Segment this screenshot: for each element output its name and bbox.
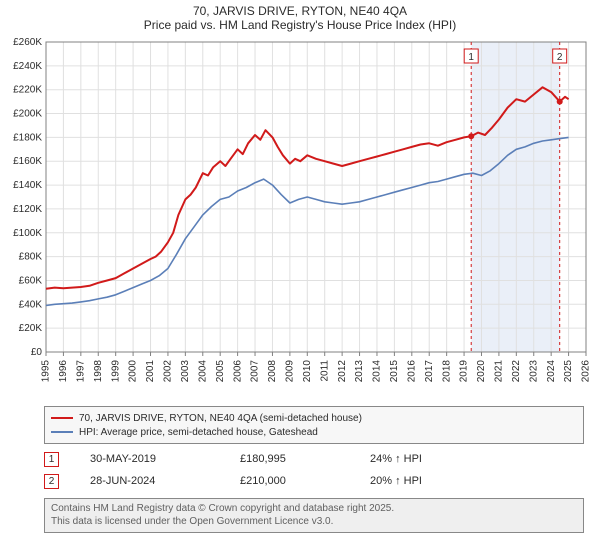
svg-text:1995: 1995	[41, 360, 52, 383]
legend-row: 70, JARVIS DRIVE, RYTON, NE40 4QA (semi-…	[51, 411, 577, 425]
svg-text:£160K: £160K	[13, 156, 42, 167]
svg-text:2006: 2006	[232, 360, 243, 383]
marker-date: 28-JUN-2024	[90, 475, 240, 487]
svg-text:2012: 2012	[337, 360, 348, 383]
svg-text:2026: 2026	[581, 360, 592, 383]
svg-text:£20K: £20K	[19, 323, 43, 334]
legend-row: HPI: Average price, semi-detached house,…	[51, 425, 577, 439]
svg-text:2020: 2020	[476, 360, 487, 383]
svg-text:1996: 1996	[58, 360, 69, 383]
svg-text:2018: 2018	[441, 360, 452, 383]
svg-text:£260K: £260K	[13, 38, 42, 48]
marker-delta: 20% ↑ HPI	[370, 475, 584, 487]
svg-text:2011: 2011	[319, 360, 330, 382]
svg-text:1: 1	[468, 52, 474, 63]
svg-text:2004: 2004	[197, 360, 208, 383]
svg-text:2000: 2000	[128, 360, 139, 383]
marker-date: 30-MAY-2019	[90, 453, 240, 465]
svg-text:2021: 2021	[494, 360, 505, 383]
marker-delta: 24% ↑ HPI	[370, 453, 584, 465]
svg-text:2008: 2008	[267, 360, 278, 383]
svg-text:£100K: £100K	[13, 228, 42, 239]
marker-badge: 2	[44, 474, 59, 489]
svg-text:2001: 2001	[145, 360, 156, 383]
legend-label: HPI: Average price, semi-detached house,…	[79, 427, 318, 438]
marker-row: 2 28-JUN-2024£210,00020% ↑ HPI	[44, 470, 584, 492]
svg-text:£200K: £200K	[13, 109, 42, 120]
svg-text:2009: 2009	[285, 360, 296, 383]
svg-text:2: 2	[557, 52, 563, 63]
svg-text:2014: 2014	[372, 360, 383, 383]
svg-text:£140K: £140K	[13, 180, 42, 191]
title-line-2: Price paid vs. HM Land Registry's House …	[0, 18, 600, 32]
svg-text:1997: 1997	[75, 360, 86, 383]
svg-text:2015: 2015	[389, 360, 400, 383]
svg-text:£180K: £180K	[13, 132, 42, 143]
svg-text:£120K: £120K	[13, 204, 42, 215]
svg-text:2025: 2025	[563, 360, 574, 383]
marker-badge: 1	[44, 452, 59, 467]
legend-swatch	[51, 417, 73, 419]
title-block: 70, JARVIS DRIVE, RYTON, NE40 4QA Price …	[0, 0, 600, 34]
svg-text:1998: 1998	[93, 360, 104, 383]
legend-label: 70, JARVIS DRIVE, RYTON, NE40 4QA (semi-…	[79, 413, 362, 424]
sale-markers-table: 1 30-MAY-2019£180,99524% ↑ HPI 2 28-JUN-202…	[44, 448, 584, 492]
svg-text:£220K: £220K	[13, 85, 42, 96]
svg-text:1999: 1999	[110, 360, 121, 383]
svg-text:2017: 2017	[424, 360, 435, 383]
legend-swatch	[51, 431, 73, 433]
svg-text:£60K: £60K	[19, 275, 43, 286]
title-line-1: 70, JARVIS DRIVE, RYTON, NE40 4QA	[0, 4, 600, 18]
copyright-footer: Contains HM Land Registry data © Crown c…	[44, 498, 584, 533]
chart-svg: £0 £20K £40K £60K £80K £100K £120K £140K £160K £1…	[6, 38, 594, 398]
marker-price: £180,995	[240, 453, 370, 465]
footer-line-2: This data is licensed under the Open Gov…	[51, 516, 577, 529]
svg-text:2023: 2023	[528, 360, 539, 383]
svg-text:2013: 2013	[354, 360, 365, 383]
svg-text:2016: 2016	[406, 360, 417, 383]
svg-text:2024: 2024	[546, 360, 557, 383]
legend: 70, JARVIS DRIVE, RYTON, NE40 4QA (semi-…	[44, 406, 584, 444]
svg-text:£80K: £80K	[19, 252, 43, 263]
chart: £0 £20K £40K £60K £80K £100K £120K £140K £160K £1…	[6, 38, 594, 398]
svg-text:£240K: £240K	[13, 61, 42, 72]
marker-row: 1 30-MAY-2019£180,99524% ↑ HPI	[44, 448, 584, 470]
svg-text:2005: 2005	[215, 360, 226, 383]
footer-line-1: Contains HM Land Registry data © Crown c…	[51, 503, 577, 516]
svg-text:2019: 2019	[459, 360, 470, 383]
svg-text:2010: 2010	[302, 360, 313, 383]
svg-text:2007: 2007	[250, 360, 261, 383]
svg-text:2022: 2022	[511, 360, 522, 383]
svg-text:£0: £0	[31, 347, 43, 358]
svg-text:2002: 2002	[163, 360, 174, 383]
svg-text:2003: 2003	[180, 360, 191, 383]
svg-text:£40K: £40K	[19, 299, 43, 310]
marker-price: £210,000	[240, 475, 370, 487]
